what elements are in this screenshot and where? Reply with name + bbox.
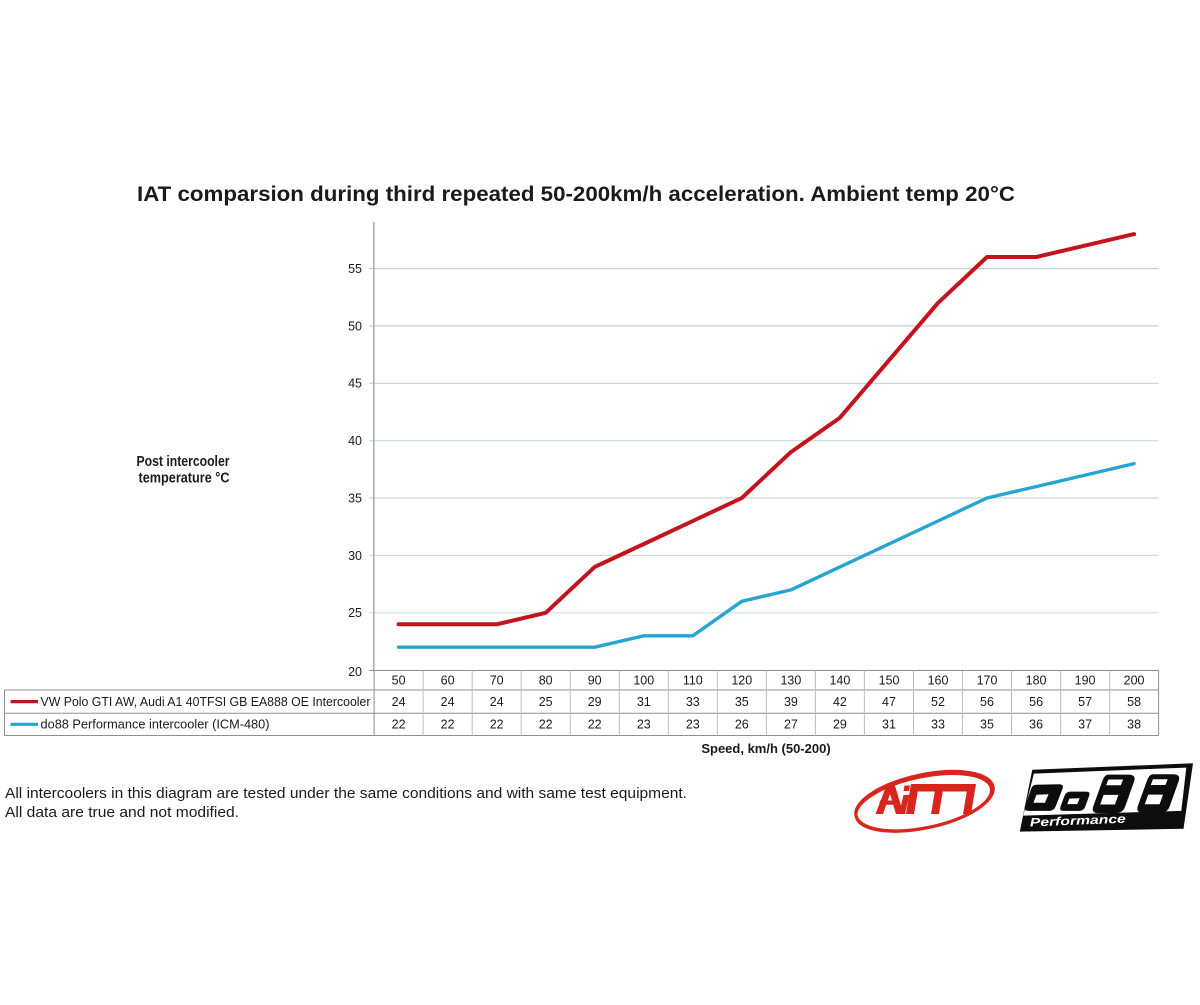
svg-text:39: 39 <box>784 695 798 709</box>
svg-text:190: 190 <box>1075 674 1096 688</box>
svg-text:All intercoolers in this diagr: All intercoolers in this diagram are tes… <box>5 786 687 802</box>
svg-text:22: 22 <box>490 717 504 731</box>
svg-text:90: 90 <box>588 674 602 688</box>
svg-text:Performance: Performance <box>1030 812 1127 830</box>
svg-text:57: 57 <box>1078 695 1092 709</box>
svg-text:30: 30 <box>348 549 362 563</box>
svg-text:160: 160 <box>928 674 949 688</box>
svg-text:56: 56 <box>1029 695 1043 709</box>
svg-text:58: 58 <box>1127 695 1141 709</box>
svg-text:35: 35 <box>980 717 994 731</box>
svg-text:22: 22 <box>441 717 455 731</box>
svg-text:33: 33 <box>686 695 700 709</box>
svg-text:100: 100 <box>633 674 654 688</box>
svg-text:temperature °C: temperature °C <box>139 471 230 487</box>
svg-text:35: 35 <box>348 491 362 505</box>
svg-text:80: 80 <box>539 674 553 688</box>
svg-text:23: 23 <box>637 717 651 731</box>
svg-text:29: 29 <box>588 695 602 709</box>
svg-text:38: 38 <box>1127 717 1141 731</box>
svg-text:23: 23 <box>686 717 700 731</box>
svg-text:150: 150 <box>879 674 900 688</box>
svg-text:31: 31 <box>882 717 896 731</box>
svg-text:24: 24 <box>490 695 504 709</box>
svg-text:All data are true and not modi: All data are true and not modified. <box>5 805 239 821</box>
svg-text:24: 24 <box>441 695 455 709</box>
svg-text:55: 55 <box>348 262 362 276</box>
svg-text:42: 42 <box>833 695 847 709</box>
svg-text:20: 20 <box>348 665 362 679</box>
svg-text:47: 47 <box>882 695 896 709</box>
svg-text:170: 170 <box>977 674 998 688</box>
svg-text:35: 35 <box>735 695 749 709</box>
svg-text:200: 200 <box>1124 674 1145 688</box>
svg-text:37: 37 <box>1078 717 1092 731</box>
svg-text:Speed, km/h (50-200): Speed, km/h (50-200) <box>701 741 830 756</box>
svg-text:50: 50 <box>392 674 406 688</box>
svg-text:130: 130 <box>780 674 801 688</box>
svg-text:22: 22 <box>539 717 553 731</box>
svg-text:120: 120 <box>731 674 752 688</box>
svg-text:180: 180 <box>1026 674 1047 688</box>
svg-text:IAT comparsion during third re: IAT comparsion during third repeated 50-… <box>137 182 1015 206</box>
svg-text:Post intercooler: Post intercooler <box>137 454 230 470</box>
svg-text:VW Polo GTI AW, Audi A1 40TFSI: VW Polo GTI AW, Audi A1 40TFSI GB EA888 … <box>41 695 371 709</box>
svg-text:36: 36 <box>1029 717 1043 731</box>
svg-text:22: 22 <box>392 717 406 731</box>
svg-text:29: 29 <box>833 717 847 731</box>
svg-text:25: 25 <box>348 606 362 620</box>
svg-text:31: 31 <box>637 695 651 709</box>
svg-text:50: 50 <box>348 319 362 333</box>
svg-text:24: 24 <box>392 695 406 709</box>
svg-text:60: 60 <box>441 674 455 688</box>
svg-text:110: 110 <box>683 674 703 688</box>
svg-text:26: 26 <box>735 717 749 731</box>
svg-text:56: 56 <box>980 695 994 709</box>
svg-text:45: 45 <box>348 377 362 391</box>
svg-text:do88 Performance intercooler (: do88 Performance intercooler (ICM-480) <box>41 717 270 731</box>
svg-text:52: 52 <box>931 695 945 709</box>
svg-text:22: 22 <box>588 717 602 731</box>
svg-text:33: 33 <box>931 717 945 731</box>
svg-text:40: 40 <box>348 434 362 448</box>
svg-text:70: 70 <box>490 674 504 688</box>
svg-text:25: 25 <box>539 695 553 709</box>
svg-text:140: 140 <box>829 674 850 688</box>
svg-text:27: 27 <box>784 717 798 731</box>
